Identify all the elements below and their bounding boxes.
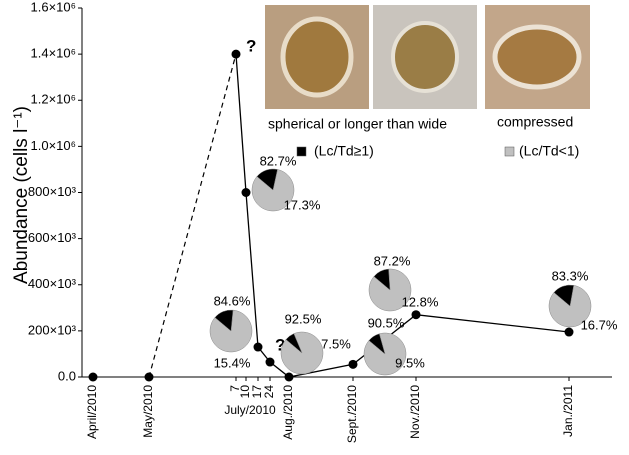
- x-group-label: July/2010: [224, 403, 276, 417]
- annotation: ?: [275, 335, 285, 354]
- y-axis-title: Abundance (cells l⁻¹): [11, 106, 32, 284]
- x-tick-label: May/2010: [141, 385, 155, 438]
- pie-label: 9.5%: [395, 355, 425, 370]
- point: [265, 357, 275, 367]
- pie-slice: [368, 333, 386, 355]
- dashed-line: [148, 53, 237, 378]
- x-tick-label: 17: [250, 385, 264, 399]
- x-tick-label: 7: [228, 385, 242, 392]
- legend-label: spherical or longer than wide: [268, 116, 447, 132]
- x-tick-label: Sept./2010: [345, 385, 359, 443]
- micrographs: [265, 5, 590, 109]
- pie-label: 83.3%: [552, 268, 589, 283]
- point: [88, 372, 98, 382]
- x-tick-label: 10: [238, 385, 252, 399]
- legend-swatch: [296, 146, 307, 157]
- point: [284, 372, 294, 382]
- x-tick-label: Nov./2010: [408, 385, 422, 439]
- legend-sublabel: (Lc/Td<1): [519, 143, 579, 159]
- line: [235, 54, 570, 378]
- x-tick-label: April/2010: [85, 385, 99, 439]
- pie-slice: [373, 268, 391, 291]
- y-tick-label: 600×10³: [28, 230, 77, 245]
- cell: [280, 16, 354, 98]
- x-tick-label: Aug./2010: [281, 385, 295, 440]
- pie-label: 17.3%: [284, 197, 321, 212]
- point: [564, 327, 574, 337]
- y-tick-label: 400×10³: [28, 276, 77, 291]
- legend-swatch: [504, 146, 515, 157]
- pie-slice: [214, 309, 234, 332]
- point: [241, 188, 251, 197]
- cell: [391, 21, 459, 93]
- y-tick-label: 800×10³: [28, 184, 77, 199]
- pie-label: 12.8%: [402, 294, 439, 309]
- legend-label: compressed: [497, 114, 573, 130]
- pie-label: 7.5%: [321, 336, 351, 351]
- y-tick-label: 0.0: [58, 368, 76, 383]
- pie-label: 92.5%: [285, 311, 322, 326]
- pie-label: 82.7%: [260, 153, 297, 168]
- y-tick-label: 1.4×10⁶: [31, 46, 76, 61]
- point: [411, 310, 421, 320]
- pie-label: 15.4%: [214, 355, 251, 370]
- legend-sublabel: (Lc/Td≥1): [314, 143, 374, 159]
- x-tick-label: Jan./2011: [561, 385, 575, 437]
- pie-slice: [285, 333, 303, 354]
- cell: [492, 24, 582, 90]
- pie-label: 90.5%: [368, 315, 405, 330]
- pie-slice: [256, 168, 278, 191]
- pie-label: 16.7%: [581, 317, 618, 332]
- y-tick-label: 1.0×10⁶: [31, 138, 76, 153]
- y-tick-label: 1.2×10⁶: [31, 92, 76, 107]
- y-tick-label: 1.6×10⁶: [31, 0, 76, 14]
- y-tick-label: 200×10³: [28, 322, 77, 337]
- point: [348, 359, 358, 369]
- x-tick-label: 24: [262, 385, 276, 399]
- point: [253, 342, 263, 352]
- pie-label: 87.2%: [374, 253, 411, 268]
- pie-label: 84.6%: [214, 293, 251, 308]
- point: [144, 372, 154, 382]
- point: [231, 49, 241, 59]
- annotation: ?: [246, 36, 256, 55]
- pie-slice: [553, 284, 575, 307]
